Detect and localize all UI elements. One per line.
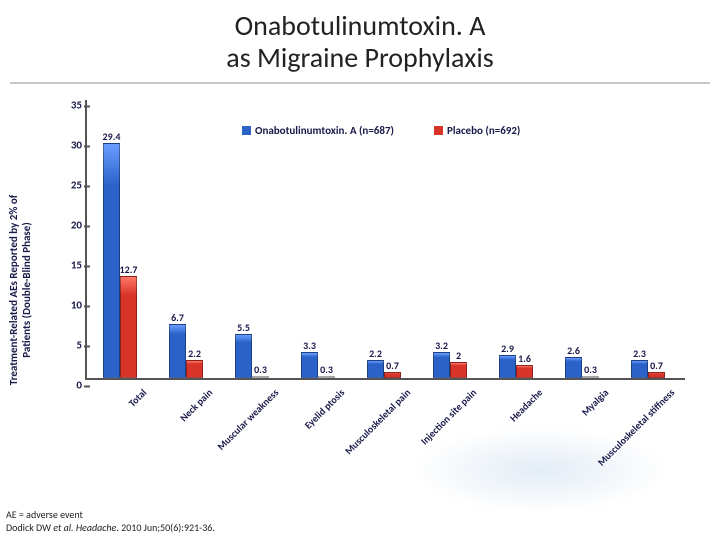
bar-value-label: 0.7 [386, 359, 399, 372]
bar-value-label: 12.7 [120, 263, 138, 276]
y-tick: 35 [57, 99, 82, 112]
bar: 5.5 [235, 334, 252, 378]
chart-container: Treatment-Related AEs Reported by 2% of … [30, 100, 700, 480]
bar-value-label: 0.3 [254, 363, 267, 376]
title-line2: as Migraine Prophylaxis [226, 40, 493, 75]
y-tick: 10 [57, 299, 82, 312]
bar: 29.4 [103, 143, 120, 378]
bar-value-label: 6.7 [171, 311, 184, 324]
bar: 1.6 [516, 365, 533, 378]
legend-swatch-icon [434, 126, 443, 135]
bar-value-label: 2.6 [567, 344, 580, 357]
y-tick: 15 [57, 259, 82, 272]
legend-label: Onabotulinumtoxin. A (n=687) [255, 124, 394, 137]
y-axis-title: Treatment-Related AEs Reported by 2% of … [7, 160, 33, 420]
bar: 0.7 [648, 372, 665, 378]
bar-group: 6.72.2 [169, 324, 203, 378]
bar-group: 2.20.7 [367, 360, 401, 378]
slide-title: Onabotulinumtoxin. A as Migraine Prophyl… [10, 0, 710, 84]
bar: 2.6 [565, 357, 582, 378]
bar: 2.3 [631, 360, 648, 378]
bar: 0.3 [252, 376, 269, 378]
bar: 0.3 [582, 376, 599, 378]
legend-label: Placebo (n=692) [447, 124, 520, 137]
bar-group: 2.60.3 [565, 357, 599, 378]
footnote-citation: Dodick DW et al. Headache. 2010 Jun;50(6… [6, 521, 215, 534]
y-tick: 30 [57, 139, 82, 152]
bar-group: 29.412.7 [103, 143, 137, 378]
bar-value-label: 0.7 [650, 359, 663, 372]
bar: 0.7 [384, 372, 401, 378]
y-tick: 25 [57, 179, 82, 192]
bar: 0.3 [318, 376, 335, 378]
bar: 2 [450, 362, 467, 378]
title-line1: Onabotulinumtoxin. A [235, 8, 486, 43]
bar: 2.2 [367, 360, 384, 378]
bar-group: 5.50.3 [235, 334, 269, 378]
y-tick: 5 [57, 339, 82, 352]
bar-value-label: 3.2 [435, 339, 448, 352]
y-tick: 0 [57, 379, 82, 392]
bar-value-label: 5.5 [237, 321, 250, 334]
bar: 12.7 [120, 276, 137, 378]
bar-group: 2.91.6 [499, 355, 533, 378]
bar: 3.3 [301, 352, 318, 378]
bar-value-label: 2.3 [633, 347, 646, 360]
bar-value-label: 2.2 [369, 347, 382, 360]
bar: 2.2 [186, 360, 203, 378]
bar-group: 3.22 [433, 352, 467, 378]
bar-group: 2.30.7 [631, 360, 665, 378]
footnote-ae: AE = adverse event [6, 508, 83, 521]
bar-value-label: 0.3 [584, 363, 597, 376]
bar: 2.9 [499, 355, 516, 378]
bar-value-label: 29.4 [103, 130, 121, 143]
chart-plot-area: Onabotulinumtoxin. A (n=687) Placebo (n=… [85, 100, 685, 380]
bar-value-label: 0.3 [320, 363, 333, 376]
legend-item-placebo: Placebo (n=692) [434, 124, 520, 137]
bar-value-label: 2 [456, 349, 461, 362]
legend-swatch-icon [242, 126, 251, 135]
bar-group: 3.30.3 [301, 352, 335, 378]
bar: 3.2 [433, 352, 450, 378]
footnote: AE = adverse event Dodick DW et al. Head… [6, 509, 215, 534]
chart-legend: Onabotulinumtoxin. A (n=687) Placebo (n=… [242, 124, 520, 137]
bar-value-label: 2.9 [501, 342, 514, 355]
legend-item-onab: Onabotulinumtoxin. A (n=687) [242, 124, 394, 137]
bar: 6.7 [169, 324, 186, 378]
bar-value-label: 2.2 [188, 347, 201, 360]
bar-value-label: 1.6 [518, 352, 531, 365]
y-tick: 20 [57, 219, 82, 232]
bar-value-label: 3.3 [303, 339, 316, 352]
